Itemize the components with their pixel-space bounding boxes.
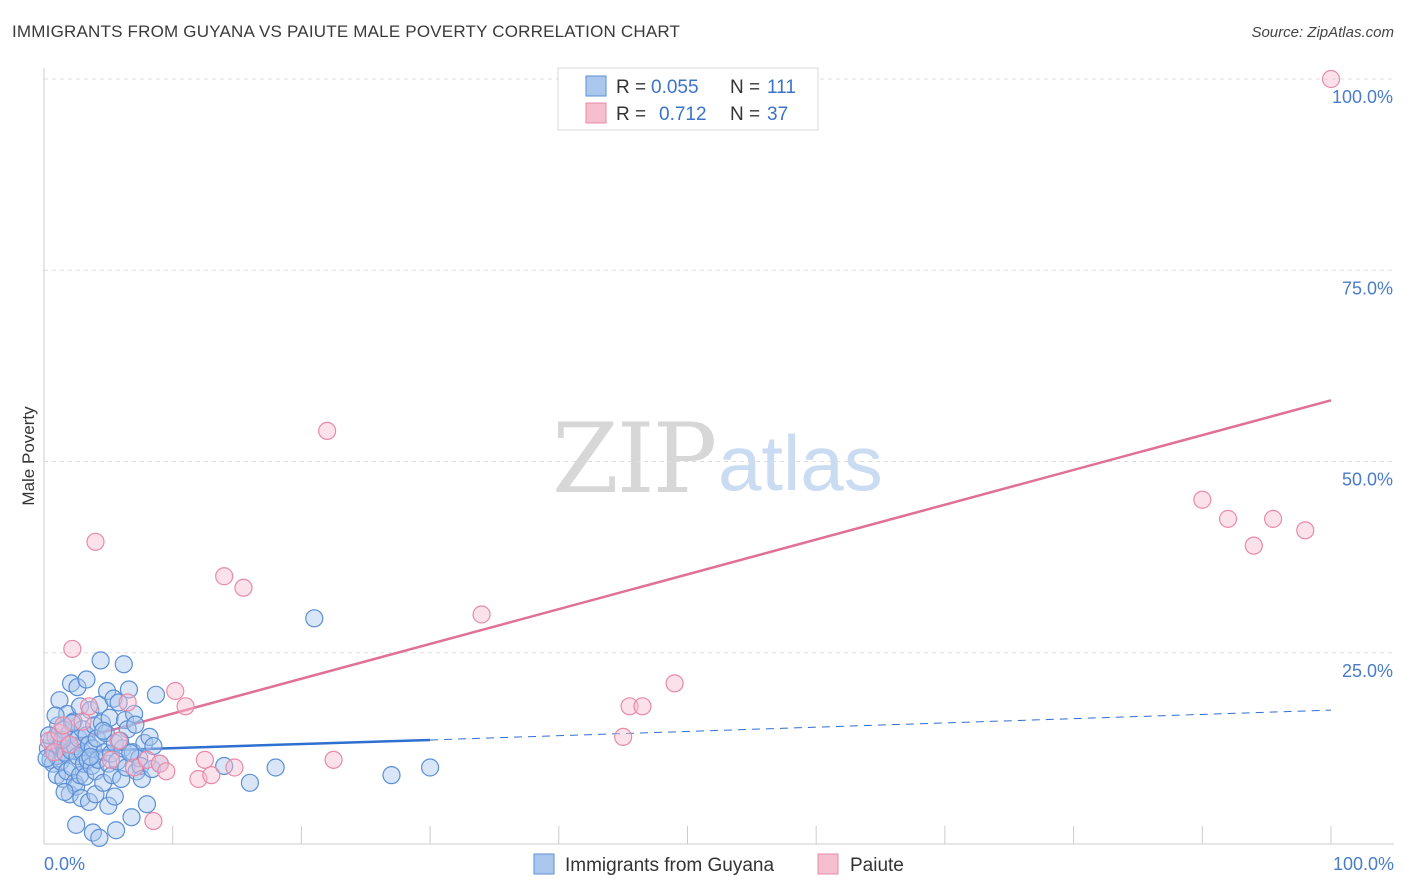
legend-swatch-blue — [585, 75, 607, 97]
point-paiute-34 — [1244, 536, 1263, 555]
trend-line-paiute — [43, 399, 1332, 750]
point-guyana-28 — [67, 777, 86, 796]
point-paiute-32 — [1193, 490, 1212, 509]
x-tick-label-min: 0.0% — [44, 854, 85, 874]
point-paiute-7 — [79, 697, 99, 716]
legend-n-value-1: 111 — [767, 77, 796, 98]
y-tick-label-2: 75.0% — [1342, 278, 1393, 298]
point-paiute-11 — [118, 693, 137, 712]
point-paiute-21 — [202, 766, 221, 785]
point-guyana-75 — [114, 655, 133, 674]
point-guyana-54 — [90, 828, 109, 847]
point-paiute-33 — [1218, 509, 1238, 528]
point-paiute-22 — [215, 567, 234, 586]
point-paiute-25 — [318, 421, 337, 440]
point-guyana-10 — [50, 691, 69, 710]
point-paiute-0 — [40, 731, 59, 750]
point-paiute-36 — [1296, 521, 1315, 540]
point-guyana-89 — [140, 727, 159, 747]
point-guyana-95 — [240, 773, 260, 792]
bottom-legend-swatch-blue — [533, 853, 555, 875]
chart-source: Source: ZipAtlas.com — [1251, 24, 1394, 41]
series-guyana-points — [37, 609, 440, 847]
point-guyana-96 — [266, 758, 285, 777]
y-tick-label-1: 50.0% — [1342, 470, 1393, 490]
legend-r-value-1: 0.055 — [651, 77, 699, 98]
point-paiute-8 — [86, 532, 105, 551]
legend-n-label-2: N = — [730, 104, 760, 125]
point-paiute-16 — [157, 762, 176, 781]
point-guyana-105 — [94, 721, 113, 740]
point-guyana-24 — [63, 758, 82, 777]
legend-n-label-1: N = — [730, 77, 760, 98]
point-guyana-66 — [103, 766, 122, 785]
point-guyana-99 — [421, 758, 440, 777]
point-guyana-104 — [81, 747, 100, 766]
point-guyana-97 — [305, 609, 324, 628]
legend-n-value-2: 37 — [767, 104, 788, 125]
bottom-legend-swatch-pink — [817, 853, 839, 875]
point-guyana-107 — [126, 715, 145, 734]
point-paiute-6 — [73, 712, 92, 731]
point-paiute-24 — [234, 578, 253, 597]
point-paiute-17 — [166, 681, 185, 701]
watermark-zip: ZIP — [552, 403, 715, 515]
point-paiute-30 — [633, 697, 652, 716]
point-guyana-77 — [117, 758, 136, 777]
point-paiute-27 — [472, 605, 491, 624]
point-paiute-10 — [109, 731, 128, 750]
point-guyana-56 — [91, 651, 110, 670]
y-tick-label-0: 25.0% — [1342, 661, 1393, 681]
legend-box: R = 0.055 N = 111 R = 0.712 N = 37 — [557, 67, 819, 131]
point-guyana-70 — [106, 821, 126, 840]
y-tick-labels: 25.0% 50.0% 75.0% 100.0% — [1332, 87, 1393, 681]
bottom-legend: Immigrants from Guyana Paiute — [533, 853, 904, 876]
bottom-legend-label-paiute: Paiute — [850, 855, 904, 876]
point-paiute-28 — [614, 727, 633, 747]
point-paiute-4 — [60, 735, 79, 754]
x-tick-label-max: 100.0% — [1333, 854, 1394, 874]
series-paiute-points — [40, 69, 1341, 831]
point-guyana-92 — [146, 685, 166, 704]
point-paiute-35 — [1263, 509, 1283, 528]
point-guyana-68 — [105, 787, 124, 806]
point-paiute-3 — [54, 716, 73, 735]
point-guyana-98 — [382, 766, 401, 785]
trend-line-guyana — [43, 738, 431, 754]
point-guyana-41 — [77, 670, 96, 689]
legend-swatch-pink — [585, 102, 607, 124]
axes — [43, 68, 1394, 845]
point-paiute-23 — [225, 758, 244, 777]
point-guyana-110 — [55, 782, 74, 802]
point-guyana-109 — [121, 743, 140, 763]
point-paiute-29 — [620, 697, 639, 716]
point-paiute-14 — [144, 811, 163, 831]
bottom-legend-label-guyana: Immigrants from Guyana — [565, 855, 774, 876]
y-axis-label: Male Poverty — [19, 406, 38, 506]
legend-r-value-2: 0.712 — [659, 104, 707, 125]
legend-r-label-1: R = — [616, 77, 646, 98]
trend-lines — [43, 399, 1332, 754]
point-paiute-20 — [195, 750, 214, 769]
point-guyana-88 — [137, 795, 157, 814]
point-guyana-63 — [99, 796, 118, 815]
watermark-atlas: atlas — [718, 419, 883, 507]
point-guyana-79 — [119, 680, 139, 699]
y-tick-label-3: 100.0% — [1332, 87, 1393, 107]
point-guyana-29 — [67, 815, 86, 834]
point-guyana-101 — [46, 706, 65, 725]
legend-r-label-2: R = — [616, 104, 646, 125]
point-guyana-73 — [112, 769, 131, 789]
trend-line-guyana-extension — [430, 709, 1332, 741]
chart-title: IMMIGRANTS FROM GUYANA VS PAIUTE MALE PO… — [12, 22, 681, 41]
point-paiute-26 — [324, 750, 343, 769]
point-paiute-18 — [176, 697, 195, 716]
point-paiute-9 — [101, 750, 121, 769]
point-paiute-1 — [45, 743, 64, 762]
point-paiute-31 — [665, 674, 684, 693]
point-paiute-37 — [1321, 69, 1341, 89]
point-paiute-5 — [63, 639, 82, 659]
point-guyana-80 — [122, 808, 141, 827]
